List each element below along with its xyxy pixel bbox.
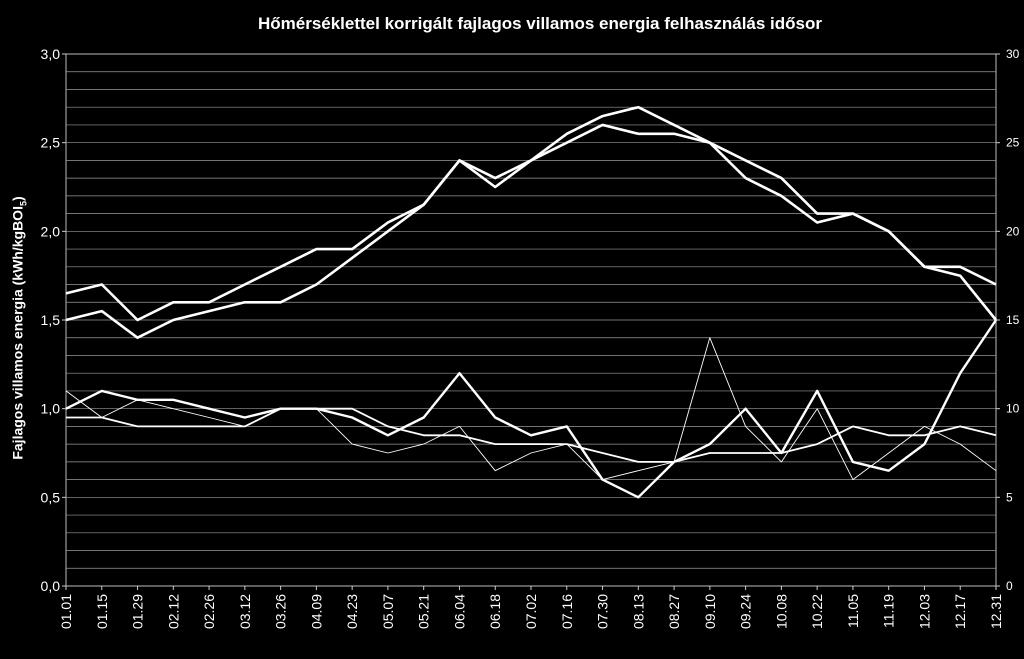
x-tick-label: 08.13 (630, 594, 646, 629)
x-tick-label: 07.16 (559, 594, 575, 629)
series-line-3 (65, 319, 997, 499)
x-tick-label: 07.30 (595, 594, 611, 629)
x-tick-label: 10.22 (809, 594, 825, 629)
x-tick-label: 12.03 (916, 594, 932, 629)
y-tick-label: 0,5 (41, 489, 61, 505)
series-line-4 (66, 407, 997, 463)
y2-tick-label: 25 (1006, 136, 1020, 150)
x-tick-label: 11.19 (881, 594, 897, 628)
x-tick-label: 11.05 (845, 594, 861, 628)
y2-tick-label: 5 (1006, 490, 1013, 504)
x-tick-label: 02.12 (165, 594, 181, 629)
y2-tick-label: 10 (1006, 402, 1020, 416)
x-tick-label: 01.15 (94, 594, 110, 629)
x-tick-label: 01.29 (130, 594, 146, 629)
x-tick-label: 09.10 (702, 594, 718, 629)
x-tick-label: 12.31 (988, 594, 1004, 629)
y-tick-label: 1,5 (41, 312, 61, 328)
x-tick-label: 09.24 (738, 594, 754, 629)
x-tick-label: 05.07 (380, 594, 396, 629)
x-tick-label: 04.23 (344, 594, 360, 629)
y-tick-label: 3,0 (41, 46, 61, 62)
x-tick-label: 10.08 (773, 594, 789, 629)
y2-tick-label: 15 (1006, 313, 1020, 327)
y-tick-label: 1,0 (41, 401, 61, 417)
x-tick-label: 12.17 (952, 594, 968, 629)
y-tick-label: 0,0 (41, 578, 61, 594)
x-tick-label: 01.01 (58, 594, 74, 629)
x-tick-label: 07.02 (523, 594, 539, 629)
series-line-5 (65, 337, 997, 481)
x-tick-label: 06.18 (487, 594, 503, 629)
chart-title: Hőmérséklettel korrigált fajlagos villam… (257, 14, 823, 33)
y2-tick-label: 0 (1006, 579, 1013, 593)
y-tick-label: 2,0 (41, 223, 61, 239)
x-tick-label: 05.21 (416, 594, 432, 629)
x-tick-label: 03.26 (273, 594, 289, 629)
y-tick-label: 2,5 (41, 135, 61, 151)
x-tick-label: 08.27 (666, 594, 682, 629)
y2-tick-label: 20 (1006, 224, 1020, 238)
x-tick-label: 02.26 (201, 594, 217, 629)
x-tick-label: 06.04 (451, 594, 467, 629)
x-tick-label: 04.09 (308, 594, 324, 629)
y2-tick-label: 30 (1006, 47, 1020, 61)
x-tick-label: 03.12 (237, 594, 253, 629)
series-line-2 (65, 123, 998, 340)
